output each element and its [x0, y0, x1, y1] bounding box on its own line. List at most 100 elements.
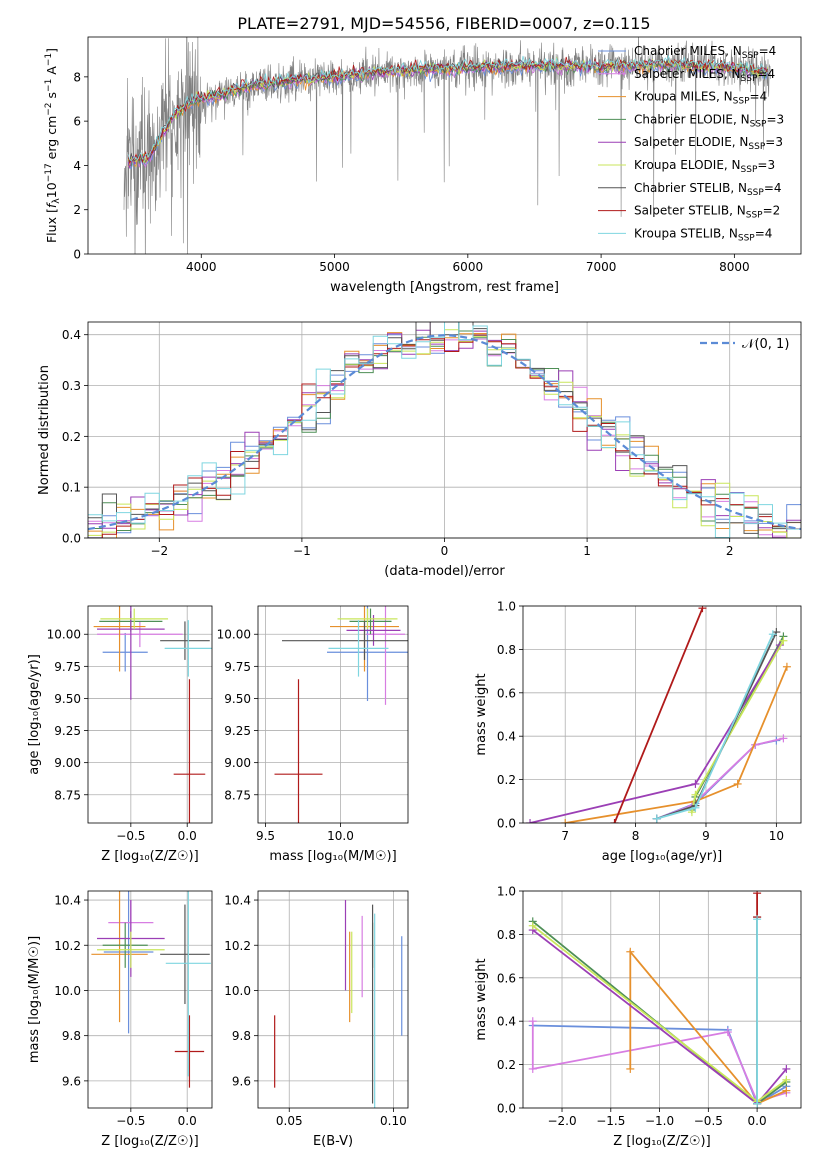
y-tick-label: 0.2	[497, 773, 516, 787]
error-bar-point	[91, 891, 148, 1023]
y-tick-label: 10.0	[54, 984, 81, 998]
error-bar-point	[337, 608, 398, 630]
legend-entry-name: Salpeter STELIB, N	[634, 204, 746, 218]
error-bar-point	[366, 606, 405, 705]
legend-entry-name: Kroupa MILES, N	[634, 90, 733, 104]
weight-lines	[526, 606, 791, 823]
axes-border	[87, 890, 213, 1109]
weight-marker	[768, 630, 777, 639]
x-tick-label: 0.10	[380, 1114, 407, 1128]
axes-border	[257, 605, 409, 824]
axes-frame: −0.5 0.0 8.75 9.00 9.25 9.50 9.75 10.00 Z [log₁₀…	[27, 605, 213, 864]
legend: 𝒩(0, 1)	[700, 337, 789, 352]
error-bar-point	[282, 621, 408, 660]
x-axis-label: mass [log₁₀(M/M☉)]	[269, 849, 396, 864]
legend-entry-subscript: SSP	[741, 165, 758, 175]
error-bar-point	[102, 922, 148, 968]
legend-entry-name: Chabrier ELODIE, N	[634, 112, 750, 126]
legend-entry-name: Chabrier STELIB, N	[634, 181, 747, 195]
y-tick-label: 9.50	[224, 692, 251, 706]
x-tick-label: 0.0	[178, 1114, 197, 1128]
x-tick-label: 5000	[319, 260, 350, 274]
y-label-fragment: 10	[44, 182, 59, 198]
grid-lines	[523, 605, 801, 824]
grid-lines	[258, 891, 408, 1108]
axes-border	[257, 890, 409, 1109]
weight-marker	[626, 1064, 635, 1073]
y-tick-label: 0.3	[62, 379, 81, 393]
error-bar-point	[160, 904, 210, 1005]
weight-line	[613, 607, 704, 823]
legend-entry-value: =3	[766, 112, 784, 126]
y-tick-label: 8	[73, 70, 81, 84]
x-tick-label: −2	[150, 544, 168, 558]
y-tick-label: 10.4	[224, 894, 251, 908]
weight-marker	[626, 947, 635, 956]
legend-entry: Kroupa ELODIE, NSSP=3	[634, 158, 775, 175]
y-tick-label: 0.8	[497, 643, 516, 657]
error-bars	[91, 891, 211, 1088]
axes-border	[87, 321, 802, 539]
error-bar-point	[100, 608, 169, 630]
weight-marker	[561, 819, 570, 823]
y-axis-label: Normed distribution	[37, 365, 52, 495]
weight-marker	[528, 1064, 537, 1073]
y-label-fragment: ]	[44, 48, 59, 53]
y-tick-label: 0.0	[497, 817, 516, 831]
legend-entry-name: Salpeter MILES, N	[634, 67, 741, 81]
axes-border	[87, 36, 802, 255]
x-tick-label: 10	[769, 829, 784, 843]
x-axis-label: Z [log₁₀(Z/Z☉)]	[101, 1134, 198, 1149]
model-spectrum-line	[127, 57, 769, 164]
weight-marker	[610, 819, 619, 823]
x-tick-label: −2.0	[547, 1114, 576, 1128]
x-axis-label: Z [log₁₀(Z/Z☉)]	[613, 1134, 710, 1149]
weight-marker	[733, 779, 742, 788]
error-bar-point	[97, 621, 183, 648]
weight-marker	[691, 803, 700, 812]
weight-marker	[652, 814, 661, 823]
y-tick-label: 0.4	[497, 730, 516, 744]
weight-marker	[779, 734, 788, 743]
y-tick-label: 9.00	[54, 756, 81, 770]
y-label-fragment: −17	[44, 163, 54, 182]
legend-entry-subscript: SSP	[742, 51, 759, 61]
y-label-fragment: −1	[44, 53, 54, 66]
weight-marker	[753, 915, 762, 924]
plot-area	[91, 891, 211, 1088]
x-tick-label: 9	[702, 829, 710, 843]
x-tick-label: −1.0	[645, 1114, 674, 1128]
y-tick-label: 9.6	[62, 1074, 81, 1088]
y-tick-label: 9.8	[62, 1029, 81, 1043]
x-tick-label: −1.5	[596, 1114, 625, 1128]
y-tick-label: 9.8	[232, 1029, 251, 1043]
legend-entry: Chabrier MILES, NSSP=4	[634, 44, 776, 61]
legend-entry-value: =4	[764, 181, 782, 195]
error-bar-point	[165, 891, 211, 1077]
x-tick-label: 4000	[186, 260, 217, 274]
weight-vs-metallicity-panel: −2.0 −1.5 −1.0 −0.5 0.0 0.0 0.2 0.4 0.6 0.8 1.0 Z […	[474, 885, 802, 1149]
y-axis-label: Flux [fλ10−17 erg cm−2 s−1 A−1]	[44, 48, 62, 243]
y-tick-label: 10.2	[54, 939, 81, 953]
model-spectrum-line	[127, 54, 769, 162]
weight-vs-age-panel: 7 8 9 10 0.0 0.2 0.4 0.6 0.8 1.0 age [log₁₀(age/yr…	[474, 600, 802, 864]
mass-vs-ebv-panel: 0.05 0.10 9.6 9.8 10.0 10.2 10.4 E(B-V)	[224, 890, 409, 1149]
x-tick-label: 1	[583, 544, 591, 558]
y-tick-label: 0.4	[62, 328, 81, 342]
y-tick-label: 10.00	[217, 628, 251, 642]
y-tick-label: 9.00	[224, 756, 251, 770]
x-axis-label: age [log₁₀(age/yr)]	[602, 849, 723, 864]
age-vs-metallicity-panel: −0.5 0.0 8.75 9.00 9.25 9.50 9.75 10.00 Z [log₁₀…	[27, 605, 213, 864]
age-vs-mass-panel: 9.5 10.0 8.75 9.00 9.25 9.50 9.75 10.00 mass [lo…	[217, 605, 409, 864]
weight-marker	[782, 1075, 791, 1084]
axes-border	[522, 890, 802, 1109]
y-label-fragment: −1	[44, 79, 54, 92]
x-tick-label: 6000	[453, 260, 484, 274]
grid-lines	[523, 890, 801, 1109]
grid-lines	[88, 891, 212, 1108]
plot-area	[274, 900, 403, 1108]
mass-vs-metallicity-panel: −0.5 0.0 9.6 9.8 10.0 10.2 10.4 Z [log₁₀(Z/Z☉)]…	[27, 890, 213, 1149]
y-tick-label: 10.00	[47, 628, 81, 642]
weight-marker	[528, 1017, 537, 1026]
y-tick-label: 10.2	[224, 939, 251, 953]
